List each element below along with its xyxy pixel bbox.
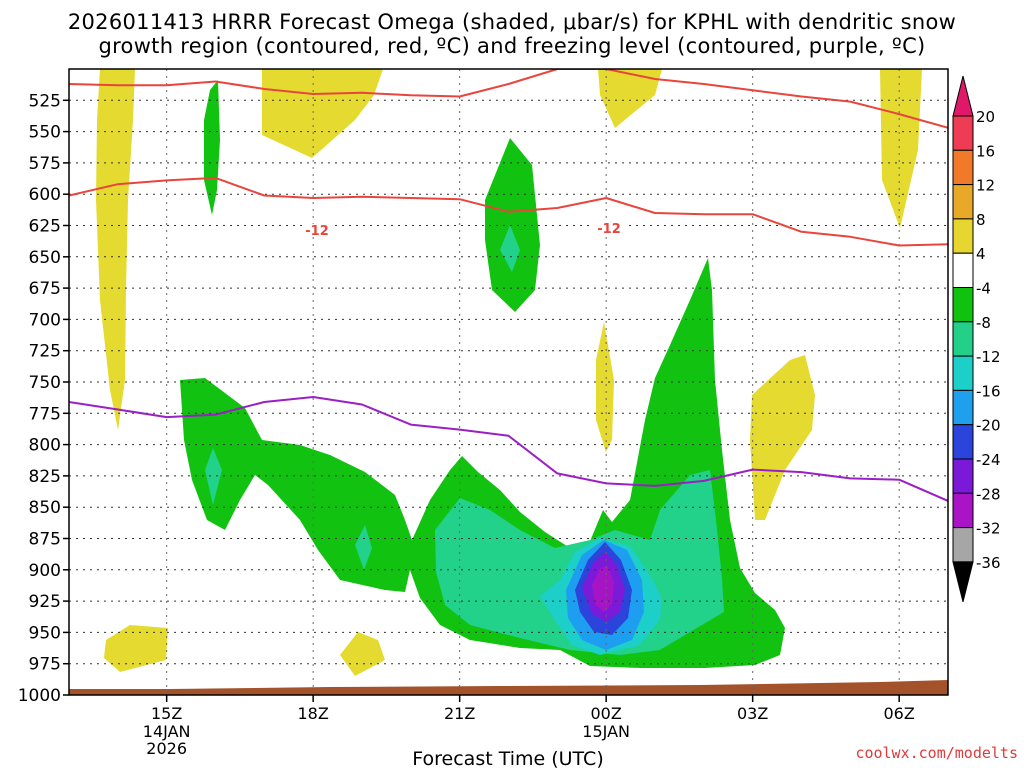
x-tick-year-15Z: 2026 [146, 739, 187, 758]
colorbar-swatch-12 [952, 527, 974, 563]
colorbar-label--36: -36 [976, 554, 1001, 572]
omega-pos-left-column [96, 69, 135, 430]
y-tick-label-725: 725 [29, 342, 61, 362]
omega-neg8-upper [500, 225, 520, 272]
dgz-label-box-right [594, 222, 624, 235]
colorbar-swatch-10 [952, 458, 974, 494]
colorbar-label--24: -24 [976, 451, 1001, 469]
y-tick-label-525: 525 [29, 91, 61, 111]
x-tick-label-00Z: 00Z [591, 704, 622, 723]
colorbar-label-12: 12 [976, 177, 995, 195]
y-tick-label-925: 925 [29, 592, 61, 612]
colorbar-swatch-0 [952, 115, 974, 151]
y-tick-label-750: 750 [29, 373, 61, 393]
colorbar-swatch-4 [952, 252, 974, 288]
dgz-lower-contour [69, 176, 948, 247]
x-tick-date-00Z: 15JAN [582, 722, 630, 741]
dgz-label-right: -12 [597, 222, 621, 237]
colorbar-label--4: -4 [976, 280, 991, 298]
colorbar-swatch-2 [952, 184, 974, 220]
x-tick-label-15Z: 15Z [151, 704, 182, 723]
y-tick-label-875: 875 [29, 530, 61, 550]
y-tick-label-675: 675 [29, 279, 61, 299]
credit-text: coolwx.com/modelts [855, 744, 1018, 762]
colorbar-label-4: 4 [976, 245, 986, 263]
terrain-ground-strip [69, 680, 948, 695]
contour-lines [69, 69, 948, 502]
y-tick-label-975: 975 [29, 655, 61, 675]
colorbar-label--32: -32 [976, 520, 1001, 538]
freezing-level-contour [69, 396, 948, 502]
plot-area: -12 -12 [69, 69, 948, 695]
y-axis: 525 550 575 600 625 650 675 700 725 750 775 800 825 8… [18, 91, 69, 706]
colorbar-label--16: -16 [976, 382, 1001, 400]
chart-title-line-2: growth region (contoured, red, ºC) and f… [98, 34, 926, 58]
y-tick-label-900: 900 [29, 561, 61, 581]
colorbar-swatch-11 [952, 492, 974, 529]
y-tick-label-1000: 1000 [18, 686, 61, 706]
x-tick-label-06Z: 06Z [884, 704, 915, 723]
colorbar-legend: 20 16 12 8 4 -4 -8 -12 -16 -20 -24 -28 -32 -36 [952, 75, 1001, 603]
colorbar-top-arrow [952, 75, 974, 117]
colorbar-label-16: 16 [976, 142, 995, 160]
chart-title-line-1: 2026011413 HRRR Forecast Omega (shaded, … [67, 10, 957, 34]
omega-pos-top-06z [880, 69, 922, 228]
colorbar-swatch-9 [952, 424, 974, 460]
omega-pos-top-00z [598, 69, 662, 128]
colorbar-swatch-7 [952, 355, 974, 391]
omega-pos-low-mid [340, 632, 385, 676]
omega-pos-03z [750, 355, 815, 520]
y-tick-label-700: 700 [29, 310, 61, 330]
colorbar-swatch-8 [952, 389, 974, 426]
omega-neg8-left [205, 448, 222, 505]
y-tick-label-600: 600 [29, 185, 61, 205]
dgz-label-left: -12 [305, 224, 329, 239]
y-tick-label-650: 650 [29, 248, 61, 268]
y-tick-label-575: 575 [29, 154, 61, 174]
omega-neg-28-shading [592, 566, 614, 612]
x-tick-label-18Z: 18Z [298, 704, 329, 723]
y-tick-label-825: 825 [29, 467, 61, 487]
y-tick-label-950: 950 [29, 623, 61, 643]
colorbar-swatch-1 [952, 149, 974, 186]
y-tick-label-775: 775 [29, 404, 61, 424]
omega-neg28-main [592, 566, 614, 612]
colorbar-bottom-arrow [952, 561, 974, 603]
dgz-upper-contour [69, 69, 948, 129]
y-tick-label-550: 550 [29, 123, 61, 143]
omega-neg-upper-column [204, 80, 220, 215]
colorbar-swatch-3 [952, 218, 974, 254]
omega-pos-00z-column [596, 322, 614, 452]
colorbar-label--12: -12 [976, 348, 1001, 366]
omega-neg8-mid [355, 525, 372, 570]
y-tick-label-850: 850 [29, 498, 61, 518]
x-tick-label-03Z: 03Z [737, 704, 768, 723]
colorbar-swatch-5 [952, 287, 974, 323]
dgz-contour-labels: -12 -12 [302, 222, 624, 239]
colorbar-label--20: -20 [976, 417, 1001, 435]
y-tick-label-800: 800 [29, 436, 61, 456]
colorbar-label--8: -8 [976, 314, 991, 332]
x-tick-date-15Z: 14JAN [143, 722, 191, 741]
x-tick-label-21Z: 21Z [444, 704, 475, 723]
colorbar-label--28: -28 [976, 485, 1001, 503]
colorbar-label-8: 8 [976, 211, 986, 229]
omega-neg-upper-21z [485, 138, 540, 312]
x-axis-label: Forecast Time (UTC) [412, 748, 603, 768]
dgz-label-box-left [302, 224, 332, 237]
colorbar-swatch-6 [952, 321, 974, 357]
y-tick-label-625: 625 [29, 217, 61, 237]
colorbar-label-20: 20 [976, 108, 995, 126]
omega-pos-low-left [104, 625, 168, 672]
